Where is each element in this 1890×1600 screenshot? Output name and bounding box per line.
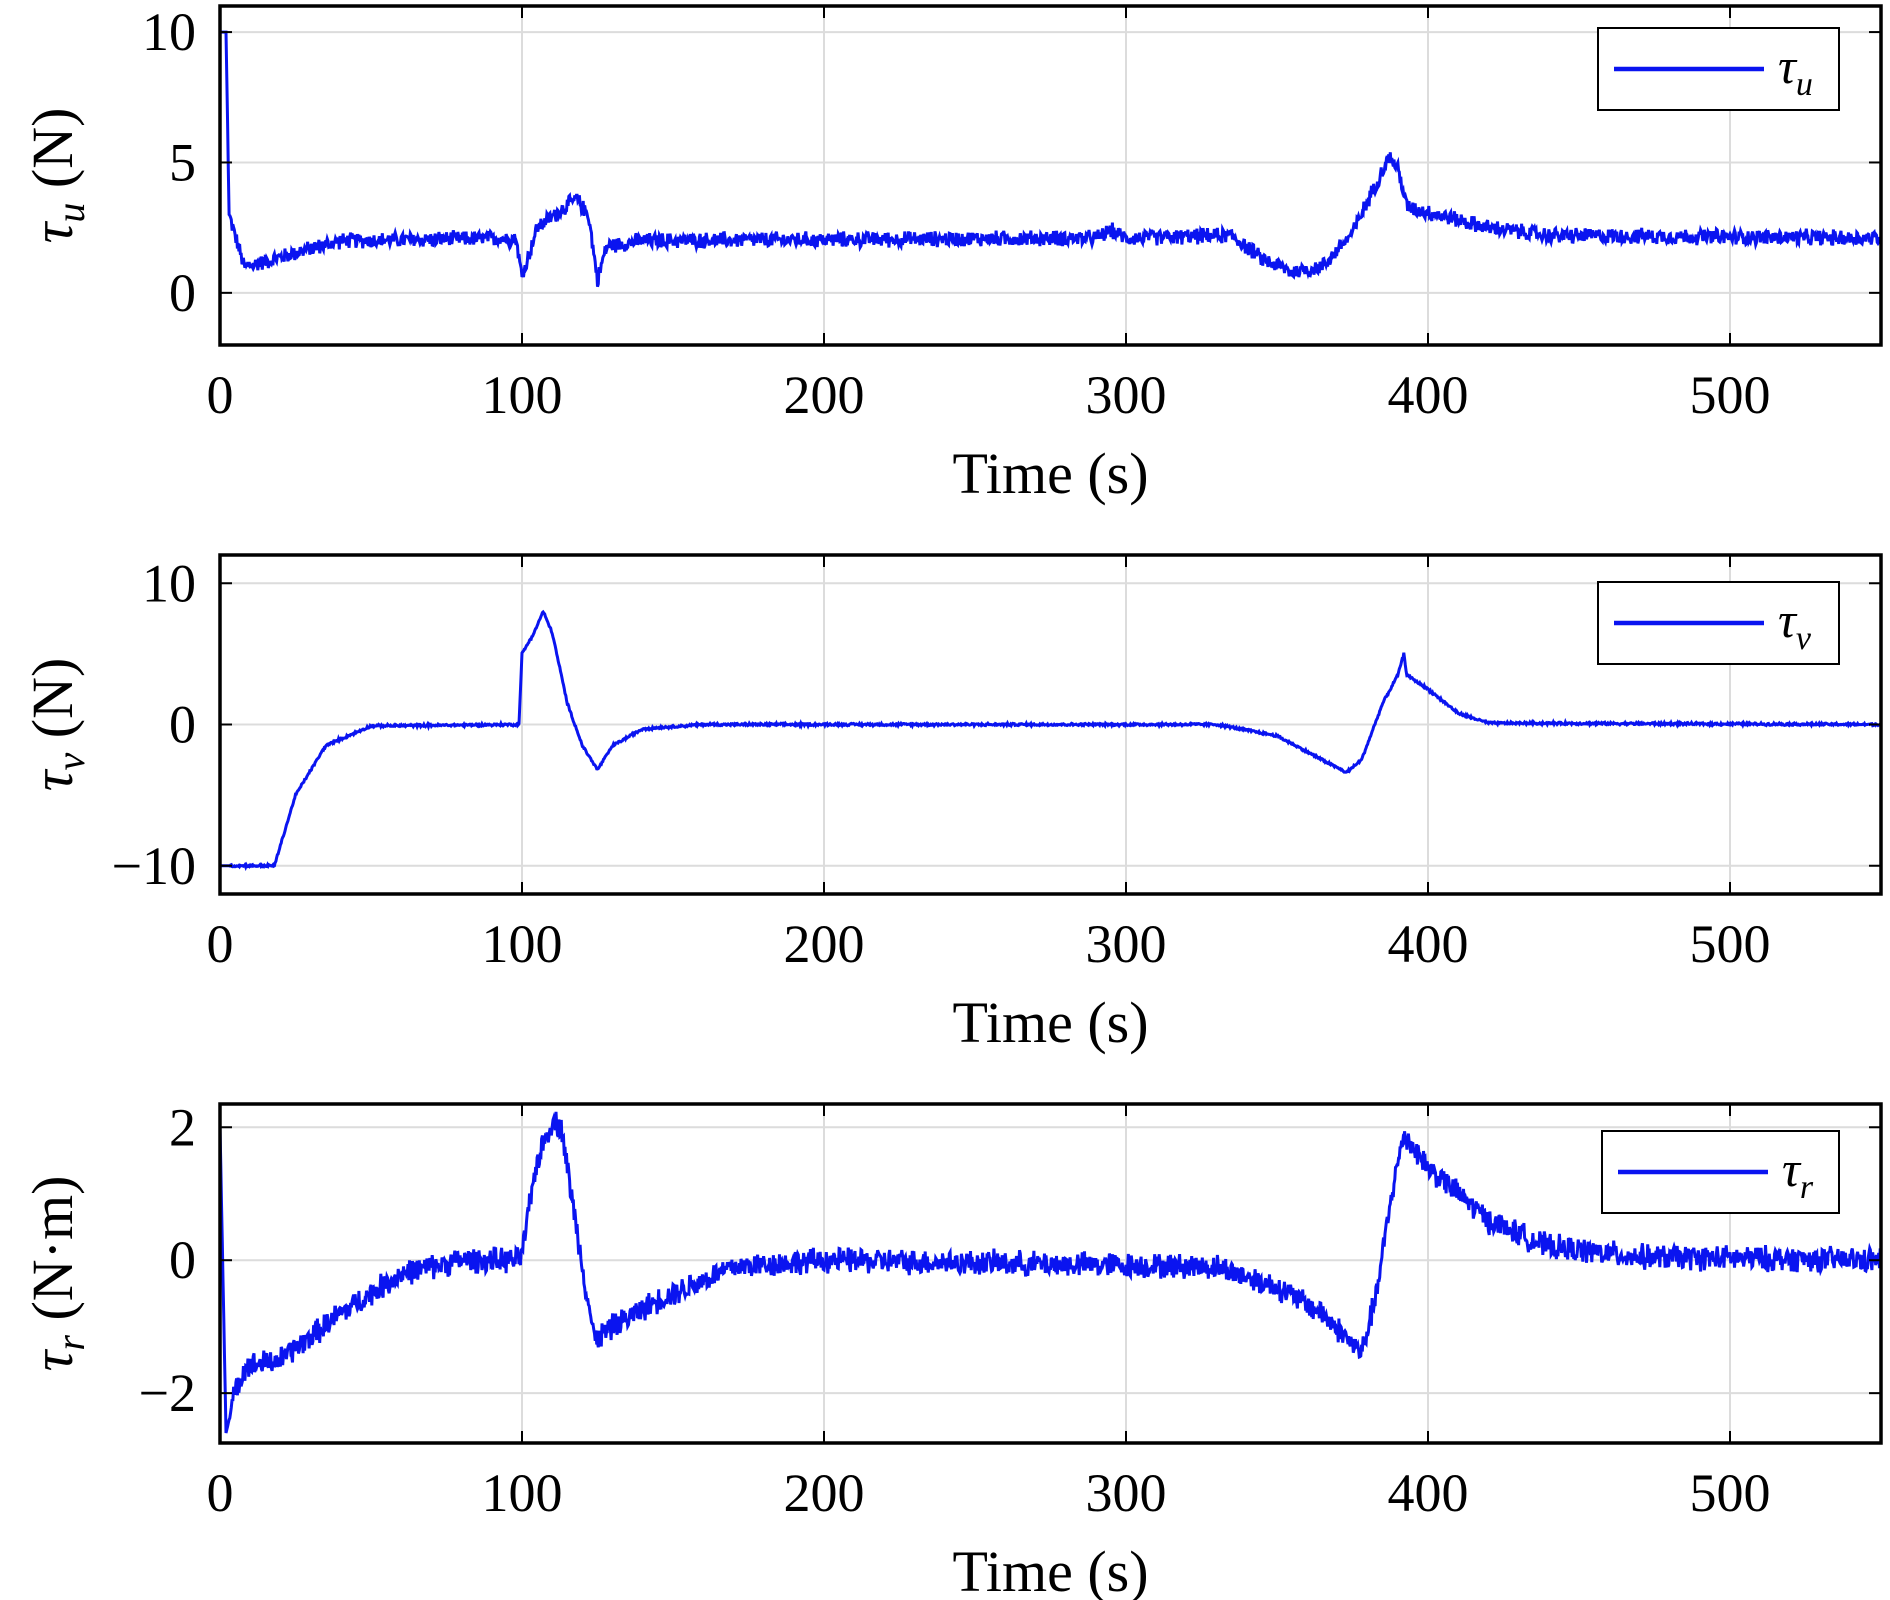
legend-subscript: r: [1800, 1169, 1814, 1206]
legend-symbol: τ: [1778, 592, 1798, 648]
x-tick-label: 500: [1690, 1463, 1771, 1523]
y-tick-label: 2: [169, 1097, 196, 1157]
legend-label: τr: [1782, 1141, 1814, 1206]
y-tick-label: 5: [169, 132, 196, 192]
y-axis-label: τu (N): [20, 108, 93, 244]
legend-subscript: v: [1796, 620, 1812, 657]
y-tick-label: 0: [169, 695, 196, 755]
x-tick-label: 200: [784, 365, 865, 425]
x-tick-label: 0: [207, 914, 234, 974]
x-tick-label: 0: [207, 1463, 234, 1523]
data-series-line: [220, 1111, 1881, 1434]
x-tick-label: 400: [1388, 1463, 1469, 1523]
data-series-line: [220, 30, 1881, 288]
legend-symbol: τ: [1782, 1141, 1802, 1197]
x-tick-label: 300: [1086, 914, 1167, 974]
x-tick-label: 500: [1690, 365, 1771, 425]
y-label-subscript: v: [48, 753, 93, 771]
y-label-unit: (N): [20, 658, 85, 753]
y-tick-label: 0: [169, 263, 196, 323]
x-tick-label: 100: [482, 365, 563, 425]
y-label-symbol: τ: [20, 220, 85, 243]
axes-frame: [218, 1102, 1883, 1445]
legend-symbol: τ: [1778, 38, 1798, 94]
x-axis-label: Time (s): [952, 990, 1148, 1055]
y-axis-label: τv (N): [20, 658, 93, 792]
x-tick-label: 400: [1388, 365, 1469, 425]
y-label-unit: (N): [20, 108, 85, 203]
x-tick-label: 400: [1388, 914, 1469, 974]
x-axis-label: Time (s): [952, 441, 1148, 506]
y-tick-label: −2: [139, 1363, 196, 1423]
legend: τv: [1597, 581, 1840, 665]
y-tick-label: −10: [112, 836, 196, 896]
legend-label: τu: [1778, 38, 1813, 103]
x-tick-label: 500: [1690, 914, 1771, 974]
y-tick-label: 0: [169, 1230, 196, 1290]
data-series-line: [220, 609, 1881, 872]
legend: τr: [1601, 1130, 1840, 1214]
x-tick-label: 200: [784, 914, 865, 974]
legend-label: τv: [1778, 592, 1812, 657]
axes-frame: [218, 553, 1883, 896]
x-tick-label: 300: [1086, 365, 1167, 425]
y-label-symbol: τ: [20, 1348, 85, 1371]
legend-subscript: u: [1796, 66, 1813, 103]
y-axis-label: τr (N·m): [20, 1176, 93, 1372]
x-tick-label: 100: [482, 914, 563, 974]
y-label-subscript: r: [48, 1335, 93, 1351]
x-axis-label: Time (s): [952, 1539, 1148, 1600]
y-label-unit: (N·m): [20, 1176, 85, 1335]
legend: τu: [1597, 27, 1840, 111]
y-tick-label: 10: [142, 553, 196, 613]
y-label-symbol: τ: [20, 768, 85, 791]
x-tick-label: 200: [784, 1463, 865, 1523]
x-tick-label: 100: [482, 1463, 563, 1523]
y-label-subscript: u: [48, 203, 93, 223]
x-tick-label: 0: [207, 365, 234, 425]
x-tick-label: 300: [1086, 1463, 1167, 1523]
axes-frame: [218, 4, 1883, 347]
y-tick-label: 10: [142, 2, 196, 62]
